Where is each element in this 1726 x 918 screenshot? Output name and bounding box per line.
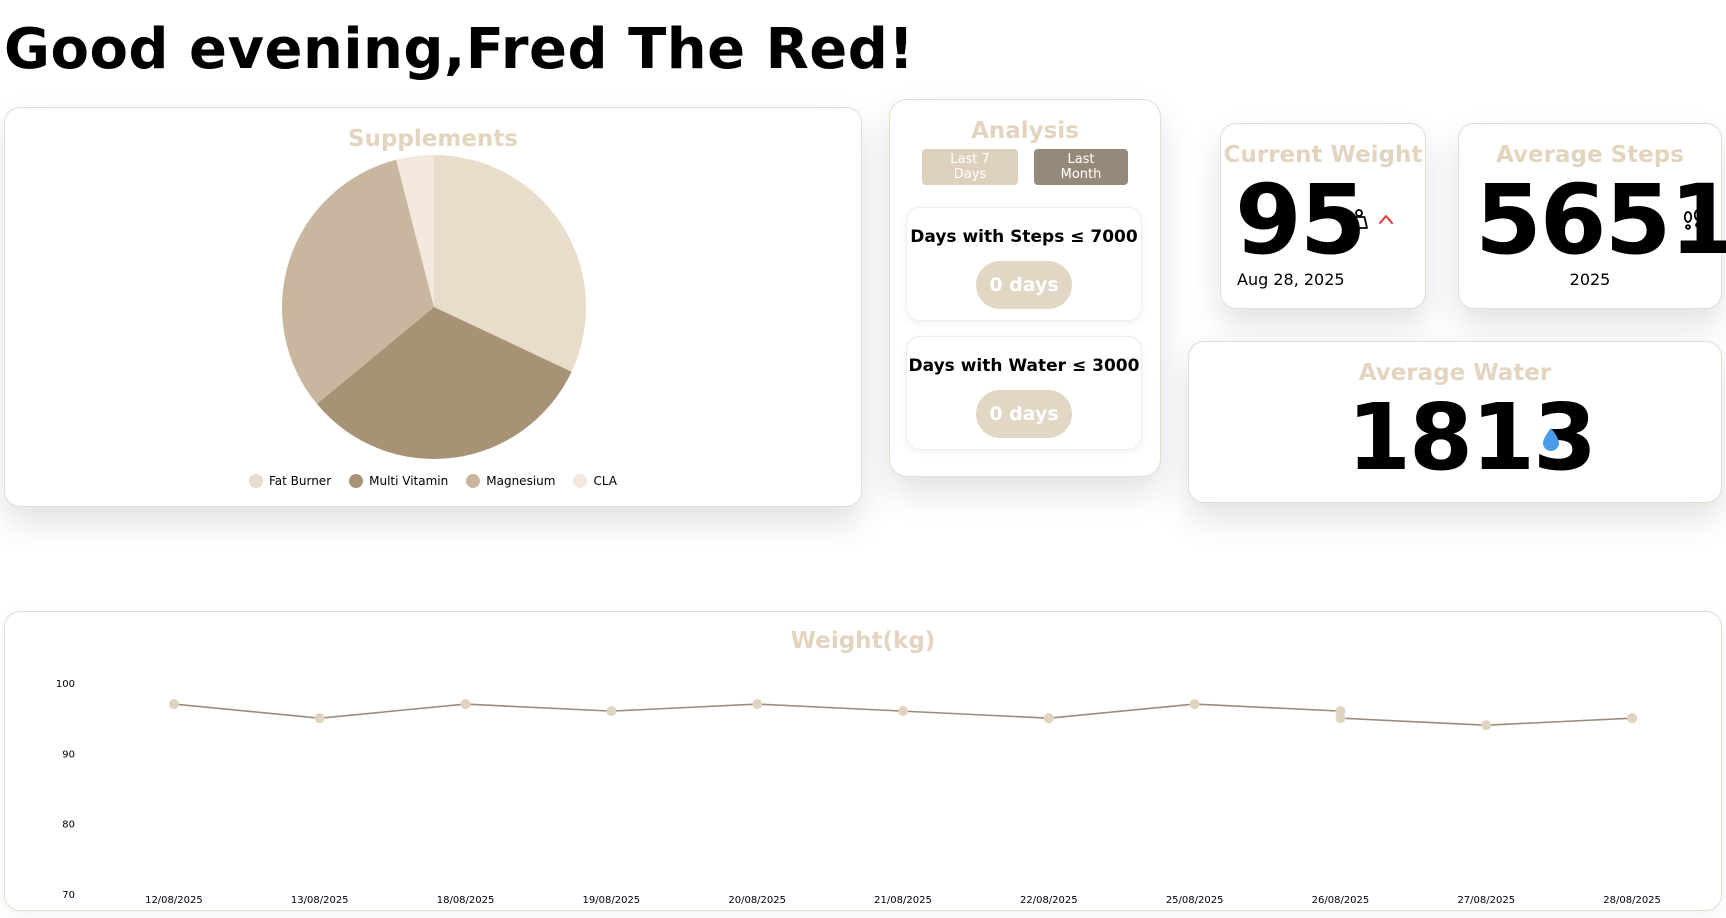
last-month-button[interactable]: Last Month — [1034, 149, 1128, 185]
weight-point-7[interactable] — [1189, 699, 1200, 710]
legend-label-cla: CLA — [593, 474, 618, 488]
x-tick-3: 19/08/2025 — [583, 895, 641, 906]
y-tick-70: 70 — [62, 890, 75, 901]
analysis-card: Analysis Last 7 Days Last Month Days wit… — [889, 99, 1161, 477]
y-tick-80: 80 — [62, 820, 75, 831]
x-tick-9: 27/08/2025 — [1457, 895, 1515, 906]
weight-point-10[interactable] — [1481, 720, 1492, 731]
legend-swatch-magnesium — [466, 474, 481, 488]
weight-point-1[interactable] — [314, 713, 325, 724]
pie-slice-cla[interactable] — [396, 155, 434, 307]
footprints-icon — [1683, 209, 1703, 230]
average-steps-card: Average Steps 5651 2025 — [1458, 123, 1726, 309]
trend-up-icon — [1379, 215, 1393, 224]
x-tick-7: 25/08/2025 — [1166, 895, 1224, 906]
x-tick-5: 21/08/2025 — [874, 895, 932, 906]
steps-days-label: Days with Steps ≤ 7000 — [910, 227, 1138, 247]
average-steps-year: 2025 — [1569, 270, 1611, 289]
average-steps-title: Average Steps — [1496, 142, 1684, 168]
steps-days-value: 0 days — [976, 261, 1072, 309]
analysis-title: Analysis — [971, 118, 1079, 144]
legend-swatch-fat-burner — [248, 474, 263, 488]
legend-item-multi-vitamin[interactable]: Multi Vitamin — [349, 474, 448, 488]
legend-swatch-cla — [573, 474, 588, 488]
x-tick-8: 26/08/2025 — [1312, 895, 1370, 906]
weight-series-line — [173, 703, 1633, 727]
greeting-heading: Good evening,Fred The Red! — [4, 17, 915, 82]
y-tick-90: 90 — [62, 749, 75, 760]
weight-point-8[interactable] — [1335, 706, 1346, 717]
supplements-legend: Fat Burner Multi Vitamin Magnesium CLA — [5, 474, 861, 488]
average-water-card: Average Water 1813 — [1188, 341, 1722, 503]
weight-point-0[interactable] — [168, 699, 179, 710]
x-tick-2: 18/08/2025 — [437, 895, 495, 906]
x-tick-4: 20/08/2025 — [728, 895, 786, 906]
weight-point-2[interactable] — [460, 699, 471, 710]
weight-point-9[interactable] — [1335, 713, 1346, 724]
supplements-card: Supplements Fat Burner Multi Vitamin Mag… — [4, 107, 862, 507]
weight-point-4[interactable] — [752, 699, 763, 710]
legend-label-magnesium: Magnesium — [486, 474, 556, 488]
weight-point-5[interactable] — [898, 706, 908, 717]
average-steps-value: 5651 — [1475, 164, 1726, 276]
weight-point-11[interactable] — [1627, 713, 1638, 724]
current-weight-card: Current Weight 95 Aug 28, 2025 — [1220, 123, 1426, 309]
y-tick-100: 100 — [56, 679, 75, 690]
water-days-label: Days with Water ≤ 3000 — [908, 356, 1140, 376]
weight-chart-title: Weight(kg) — [790, 628, 936, 654]
current-weight-value: 95 — [1235, 164, 1367, 276]
weight-line-chart: 70 80 90 100 12/08/2025 13/08/2025 18/08/2025 1… — [56, 679, 1661, 906]
x-tick-0: 12/08/2025 — [145, 895, 203, 906]
last-7-days-button[interactable]: Last 7 Days — [922, 149, 1018, 185]
weight-point-3[interactable] — [606, 706, 617, 717]
supplements-pie-chart — [281, 155, 586, 459]
legend-swatch-multi-vitamin — [349, 474, 364, 488]
x-tick-10: 28/08/2025 — [1603, 895, 1661, 906]
pie-slice-magnesium[interactable] — [281, 159, 434, 404]
pie-slice-multi-vitamin[interactable] — [316, 307, 572, 459]
x-tick-1: 13/08/2025 — [291, 895, 349, 906]
legend-item-magnesium[interactable]: Magnesium — [466, 474, 555, 488]
x-tick-6: 22/08/2025 — [1020, 895, 1078, 906]
water-days-value: 0 days — [976, 390, 1072, 438]
current-weight-icons — [1347, 208, 1395, 230]
current-weight-title: Current Weight — [1223, 142, 1423, 168]
legend-label-multi-vitamin: Multi Vitamin — [369, 474, 449, 488]
steps-days-box: Days with Steps ≤ 7000 0 days — [906, 207, 1142, 321]
weight-chart-card: Weight(kg) 70 80 90 100 12/08/2025 13/08/2025… — [4, 611, 1722, 911]
supplements-title: Supplements — [348, 126, 518, 152]
weight-point-6[interactable] — [1043, 713, 1054, 724]
average-water-title: Average Water — [1358, 360, 1552, 386]
legend-item-fat-burner[interactable]: Fat Burner — [248, 474, 332, 488]
legend-item-cla[interactable]: CLA — [573, 474, 617, 488]
legend-label-fat-burner: Fat Burner — [268, 474, 332, 488]
weight-icon — [1350, 209, 1368, 229]
water-drop-icon — [1543, 428, 1559, 451]
pie-slice-fat-burner[interactable] — [434, 155, 586, 372]
current-weight-date: Aug 28, 2025 — [1237, 270, 1345, 289]
water-days-box: Days with Water ≤ 3000 0 days — [906, 336, 1142, 450]
